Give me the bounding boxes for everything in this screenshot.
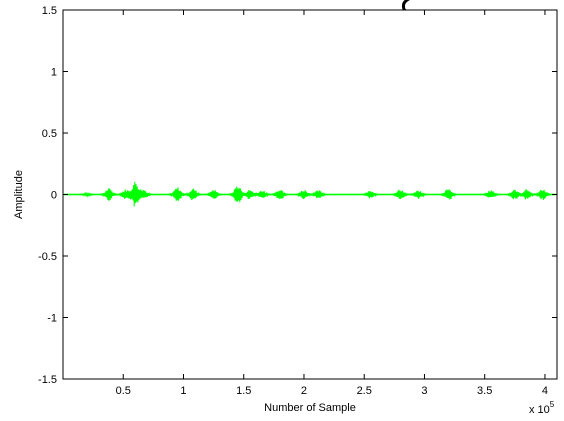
y-tick-label: -1 [47, 313, 57, 325]
signal-waveform [63, 181, 556, 207]
x-tick-label: 1.5 [236, 385, 251, 397]
x-tick-label: 0.5 [116, 385, 131, 397]
x-axis-multiplier-exponent: 5 [550, 400, 555, 409]
x-axis-multiplier: x 105 [529, 400, 555, 416]
x-tick-label: 2.5 [357, 385, 372, 397]
y-axis-label: Amplitude [13, 170, 25, 219]
y-tick-label: 0 [51, 190, 57, 202]
x-axis-multiplier-base: x 10 [529, 404, 550, 416]
y-tick-label: 1.5 [42, 5, 57, 17]
y-tick-label: 1 [51, 67, 57, 79]
x-tick-label: 4 [542, 385, 548, 397]
x-tick-label: 1 [180, 385, 186, 397]
x-tick-label: 2 [301, 385, 307, 397]
y-axis-ticks: 1.5 1 0.5 0 -0.5 -1 -1.5 [38, 5, 557, 386]
x-tick-label: 3 [421, 385, 427, 397]
plot-area: 0.5 1 1.5 2 2.5 3 3.5 4 1.5 1 0.5 0 -0.5 -1 -1.5 [38, 5, 558, 397]
y-tick-label: -0.5 [38, 251, 57, 263]
x-axis-ticks: 0.5 1 1.5 2 2.5 3 3.5 4 [116, 10, 548, 397]
x-axis-label: Number of Sample [264, 402, 356, 414]
y-tick-label: -1.5 [38, 374, 57, 386]
top-text-fragment: ع [400, 0, 420, 12]
y-tick-label: 0.5 [42, 128, 57, 140]
x-tick-label: 3.5 [477, 385, 492, 397]
